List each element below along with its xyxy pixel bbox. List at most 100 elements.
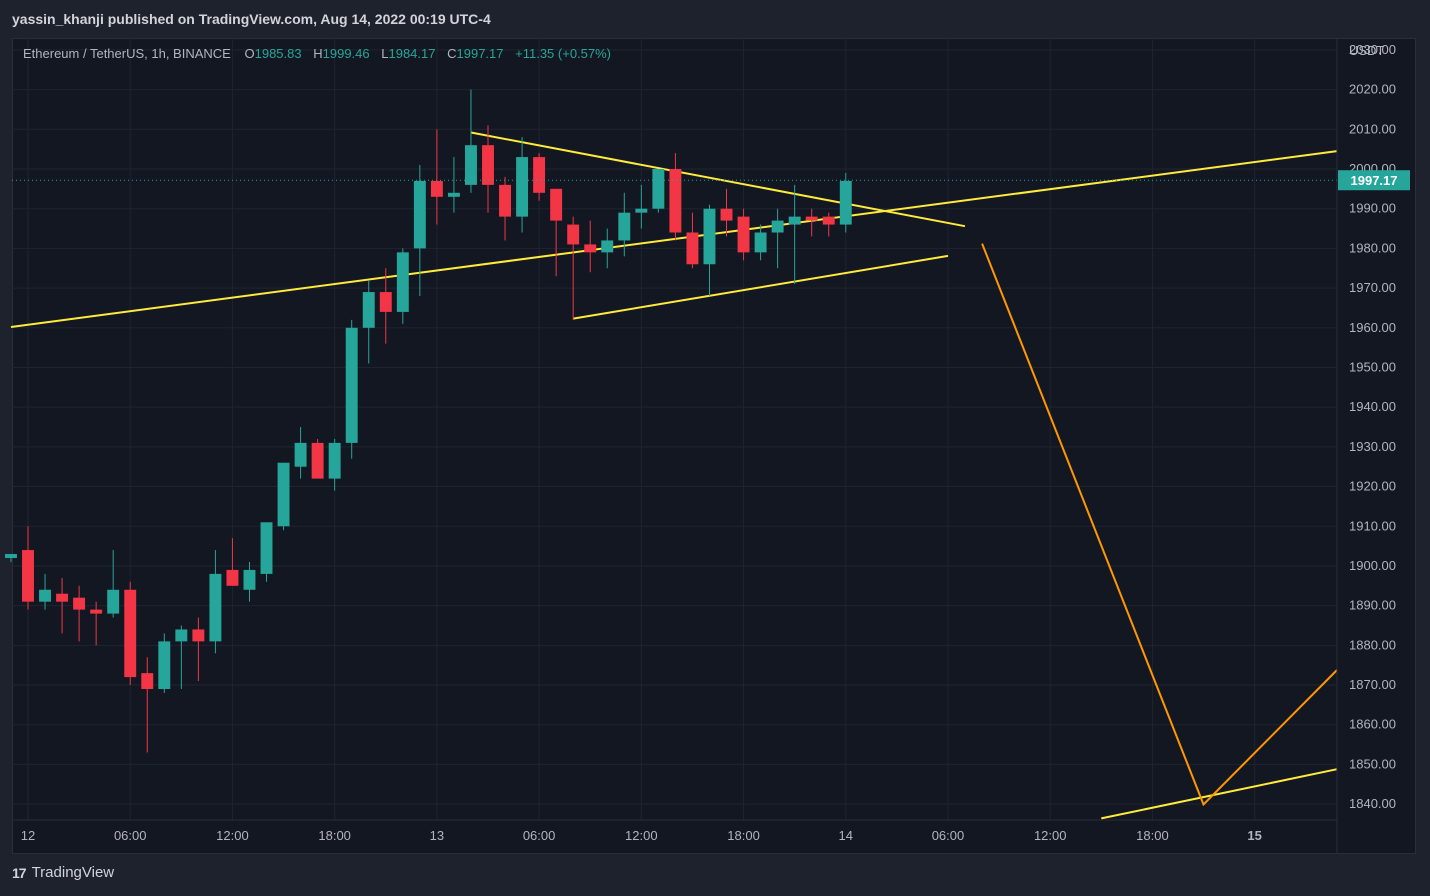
candle-body [311,442,324,479]
candle-body [499,184,511,217]
candle-up [618,192,631,257]
chart-frame[interactable] [12,38,1416,854]
candle-body [90,609,103,614]
y-tick-label: 1930.00 [1349,439,1396,454]
open-value: 1985.83 [254,46,302,61]
x-tick-label: 18:00 [1136,828,1169,843]
triangle-bottom-line[interactable] [573,254,949,320]
candle-body [533,157,546,193]
candle-up [260,522,273,582]
candle-body [482,145,494,185]
candle-down [550,188,563,277]
publisher-line: yassin_khanji published on TradingView.c… [12,11,491,27]
y-tick-label: 1900.00 [1349,558,1396,573]
tradingview-footer[interactable]: 17 TradingView [12,864,114,881]
candle-body [362,292,375,328]
triangle-top-line[interactable] [470,131,966,228]
high-value: 1999.46 [322,46,370,61]
candle-down [124,581,137,686]
lower-channel-line[interactable] [1101,768,1338,820]
y-tick-label: 1960.00 [1349,320,1396,335]
candles [5,89,852,753]
candle-up [345,319,358,459]
candle-body [669,168,682,233]
candle-body [771,220,784,233]
candle-up [635,184,648,229]
candle-up [771,208,784,269]
candle-body [788,216,801,225]
candle-down [720,188,733,237]
candle-body [516,157,529,217]
x-tick-label: 15 [1247,828,1261,843]
publisher-header: yassin_khanji published on TradingView.c… [0,0,1430,38]
candle-body [601,240,614,253]
candle-down [22,526,34,610]
candle-body [175,629,188,642]
candle-body [822,216,835,225]
candle-down [805,208,818,237]
x-tick-label: 14 [839,828,853,843]
candle-body [277,462,290,527]
candle-up [601,228,614,269]
candle-body [39,589,51,602]
x-tick-label: 06:00 [523,828,556,843]
candle-body [124,589,137,678]
symbol-name: Ethereum / TetherUS, 1h, BINANCE [23,46,231,61]
price-axis[interactable]: 2030.002020.002010.002000.001990.001980.… [1338,42,1410,811]
y-tick-label: 2030.00 [1349,42,1396,57]
candle-body [158,641,171,690]
candle-body [379,292,392,312]
y-tick-label: 1880.00 [1349,637,1396,652]
drawings[interactable] [10,131,1338,820]
candle-down [430,129,443,225]
y-tick-label: 1860.00 [1349,717,1396,732]
candle-body [805,216,818,221]
candle-down [482,125,494,213]
candle-up [413,165,426,297]
candle-down [379,268,392,344]
candle-up [328,438,341,491]
candle-body [345,327,358,443]
y-tick-label: 1970.00 [1349,280,1396,295]
candle-down [90,601,103,646]
close-label: C [447,46,457,61]
candle-up [39,573,51,610]
unit-label: USDT [1349,43,1384,58]
candle-body [447,192,460,197]
candle-body [618,212,631,241]
candle-body [192,629,205,642]
candle-down [56,577,69,634]
x-tick-label: 06:00 [932,828,965,843]
candle-down [686,212,699,269]
projection-path[interactable] [981,243,1338,807]
candle-up [362,280,375,364]
current-price-label: 1997.17 [1351,173,1398,188]
candle-down [499,176,511,241]
candle-body [703,208,716,265]
grid [12,38,1337,820]
candle-down [192,617,205,682]
candle-body [550,188,563,221]
current-price-tag [1338,170,1410,191]
candle-up [209,550,222,654]
candle-down [311,438,324,479]
candle-body [107,589,120,614]
high-label: H [313,46,323,61]
time-axis[interactable]: 12 06:00 12:00 18:00 13 06:00 12:00 18:00 14 06:0… [21,828,1262,843]
candle-down [226,538,239,586]
candle-body [56,593,69,602]
x-tick-label: 18:00 [727,828,760,843]
candle-up [652,168,665,213]
candle-body [209,573,222,642]
candle-up [243,561,256,602]
candle-body [567,224,580,245]
candle-body [686,232,699,265]
candle-up [703,204,716,297]
candle-body [141,673,154,690]
x-tick-label: 12:00 [625,828,658,843]
x-tick-label: 06:00 [114,828,147,843]
x-tick-label: 12:00 [216,828,249,843]
candle-body [328,442,341,479]
candle-body [73,597,86,610]
